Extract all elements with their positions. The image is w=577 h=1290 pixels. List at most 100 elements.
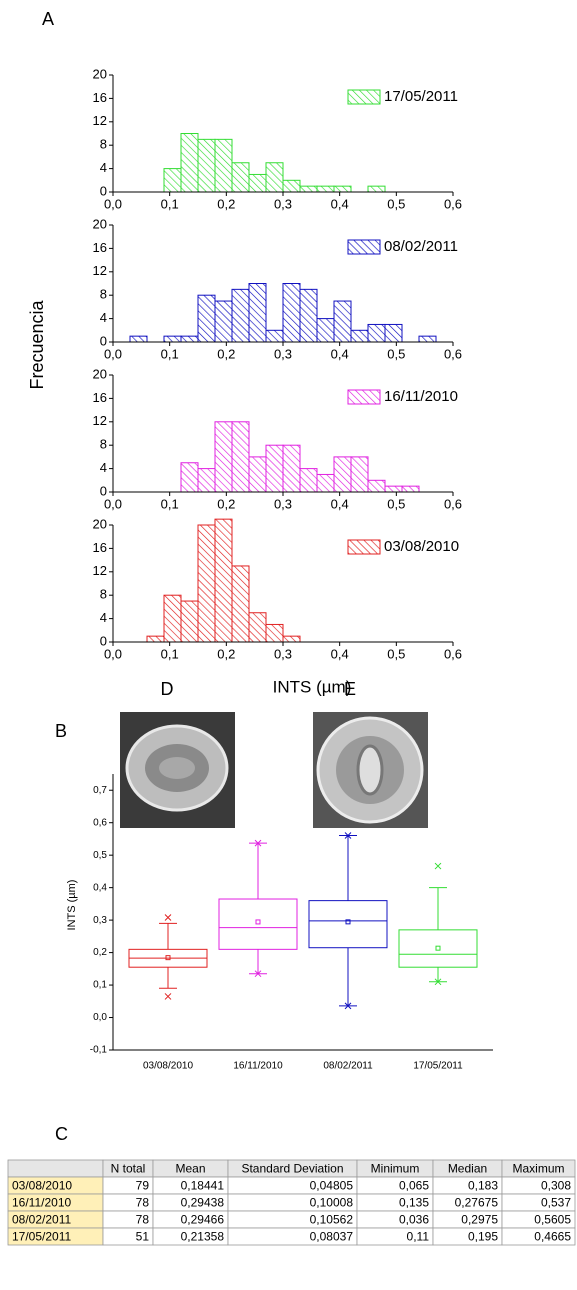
panel-label: B [55,721,67,741]
table-row-label: 17/05/2011 [12,1230,71,1244]
histogram-bar [163,594,182,643]
histogram-bar [282,635,301,643]
histogram-bar [333,456,352,493]
histogram-bar [129,335,148,343]
min-marker [254,970,262,978]
histogram-bar [367,323,386,343]
table-cell-text: 78 [136,1196,150,1210]
x-tick-label: 0,3 [274,646,292,661]
x-tick-label: 0,0 [104,646,122,661]
histogram-bar [231,162,250,193]
y-tick-label: 0,5 [93,850,107,861]
x-tick-label: 0,1 [161,196,179,211]
panel-label: A [42,9,54,29]
histogram-bar [384,323,403,343]
y-tick-label: 20 [93,366,107,381]
x-tick-label: 0,2 [217,496,235,511]
histogram-bar [265,162,284,193]
y-tick-label: 0,0 [93,1012,107,1023]
histogram-bar [265,623,284,643]
legend-swatch [347,539,381,555]
table-row-label: 16/11/2010 [12,1196,71,1210]
histogram-bar [180,462,199,493]
histogram-bar [350,456,369,493]
legend-swatch [347,89,381,105]
histogram-bar [231,288,250,343]
y-tick-label: 12 [93,563,107,578]
mean-marker [165,955,171,961]
histogram-bar [350,329,369,343]
table-header: Minimum [371,1162,420,1176]
table-cell-text: 0,27675 [455,1196,499,1210]
y-tick-label: 0,2 [93,947,107,958]
x-tick-label: 0,1 [161,346,179,361]
y-tick-label: 16 [93,540,107,555]
table-row-label: 08/02/2011 [12,1213,71,1227]
table-cell-text: 0,21358 [181,1230,225,1244]
x-tick-label: 0,0 [104,496,122,511]
y-tick-label: 16 [93,90,107,105]
histogram-bar [214,421,233,493]
table-cell-text: 0,135 [399,1196,429,1210]
y-tick-label: 20 [93,216,107,231]
x-tick-label: 0,6 [444,496,462,511]
y-tick-label: 4 [100,310,107,325]
table-cell-text: 0,4665 [534,1230,571,1244]
y-tick-label: 0,1 [93,980,107,991]
table-cell-text: 0,29438 [181,1196,225,1210]
panel-label: C [55,1124,68,1144]
x-tick-label: 0,3 [274,196,292,211]
y-tick-label: 0 [100,483,107,498]
y-tick-label: 0 [100,183,107,198]
x-tick-label: 0,5 [387,496,405,511]
table-cell-text: 0,308 [541,1179,571,1193]
histogram-bar [248,173,267,193]
histogram-bar [231,421,250,493]
table-header: Maximum [512,1162,564,1176]
y-tick-label: 4 [100,160,107,175]
y-tick-label: -0,1 [90,1045,108,1056]
max-marker [254,839,262,847]
table-cell-text: 0,10562 [310,1213,354,1227]
table-cell-text: 0,2975 [461,1213,498,1227]
table-header: Standard Deviation [241,1162,343,1176]
histogram-bar [248,283,267,343]
histogram-bar [316,318,335,343]
x-tick-label: 0,4 [331,196,349,211]
x-tick-label: 0,0 [104,196,122,211]
y-tick-label: 12 [93,413,107,428]
table-cell-text: 0,036 [399,1213,429,1227]
x-tick-label: 0,5 [387,196,405,211]
panel-label: E [344,679,356,699]
x-tick-label: 03/08/2010 [143,1061,193,1072]
table-cell-text: 0,29466 [181,1213,225,1227]
legend-swatch [347,389,381,405]
histogram-bar [333,300,352,343]
y-tick-label: 4 [100,610,107,625]
table-row-label: 03/08/2010 [12,1179,72,1193]
y-tick-label: 4 [100,460,107,475]
histogram-bar [180,133,199,193]
histogram-bar [316,473,335,493]
table-cell-text: 0,18441 [181,1179,225,1193]
y-tick-label: 8 [100,287,107,302]
histogram-bar [333,185,352,193]
histogram-bar [146,635,165,643]
mean-marker [255,919,261,925]
histogram-bar [265,329,284,343]
histogram-bar [282,444,301,493]
histogram-bar [299,288,318,343]
table-cell-text: 0,537 [541,1196,571,1210]
x-tick-label: 0,2 [217,346,235,361]
min-marker [344,1002,352,1010]
histogram-bar [197,138,216,193]
x-tick-label: 17/05/2011 [413,1061,463,1072]
table-cell-text: 0,065 [399,1179,429,1193]
table-cell-text: 0,10008 [310,1196,354,1210]
y-tick-label: 0,4 [93,882,107,893]
histogram-bar [282,283,301,343]
x-tick-label: 0,1 [161,496,179,511]
mean-marker [435,945,441,951]
y-tick-label: 8 [100,137,107,152]
micrograph-d [120,712,235,828]
